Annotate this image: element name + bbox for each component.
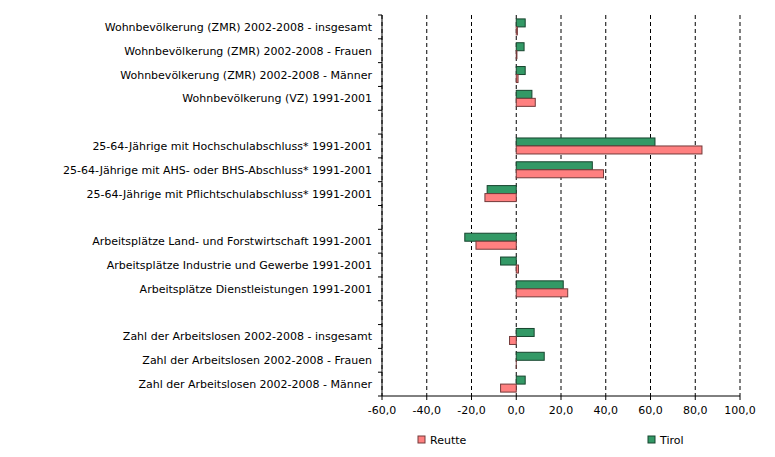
bar: [476, 241, 516, 249]
x-tick: [740, 396, 741, 400]
bar: [516, 67, 525, 75]
grid-line: [426, 15, 427, 396]
bar: [501, 257, 517, 265]
grid-line: [561, 15, 562, 396]
x-tick-label: -40,0: [413, 404, 441, 417]
bar: [516, 328, 534, 336]
x-tick: [561, 396, 562, 400]
category-label: 25-64-Jährige mit AHS- oder BHS-Abschlus…: [63, 164, 372, 177]
y-tick: [378, 110, 382, 111]
x-tick: [516, 396, 517, 400]
legend-swatch: [648, 436, 655, 443]
grid-line: [695, 15, 696, 396]
bar: [516, 98, 535, 106]
category-label: Zahl der Arbeitslosen 2002-2008 - insges…: [123, 330, 373, 343]
category-label: Arbeitsplätze Land- und Forstwirtschaft …: [92, 235, 372, 248]
bar: [516, 162, 592, 170]
bar: [516, 170, 603, 178]
x-tick: [650, 396, 651, 400]
y-tick: [378, 38, 382, 39]
bar: [501, 384, 517, 392]
x-tick-label: 40,0: [594, 404, 619, 417]
x-tick-label: 20,0: [549, 404, 574, 417]
bar: [516, 90, 532, 98]
bar: [485, 194, 516, 202]
bar: [516, 289, 567, 297]
x-tick-label: 100,0: [724, 404, 756, 417]
y-tick: [378, 86, 382, 87]
bar: [516, 27, 517, 35]
bar: [465, 233, 516, 241]
chart: -60,0 -40,0 -20,0 0,0 20,0 40,0 60,0 80,0 100,0 W…: [0, 0, 775, 457]
legend-label: Tirol: [659, 434, 684, 447]
bar: [516, 352, 544, 360]
grid-line: [650, 15, 651, 396]
category-label: 25-64-Jährige mit Hochschulabschluss* 19…: [92, 140, 372, 153]
y-tick: [378, 62, 382, 63]
y-tick: [378, 253, 382, 254]
category-label: Wohnbevölkerung (ZMR) 2002-2008 - Frauen: [124, 45, 372, 58]
bar: [516, 146, 702, 154]
bar: [516, 75, 518, 83]
category-label: Zahl der Arbeitslosen 2002-2008 - Frauen: [142, 354, 372, 367]
bar: [510, 336, 517, 344]
bar: [516, 281, 563, 289]
category-label: Arbeitsplätze Industrie und Gewerbe 1991…: [107, 259, 372, 272]
grid-line: [605, 15, 606, 396]
grid-line: [740, 15, 741, 396]
y-tick: [378, 205, 382, 206]
bar: [516, 43, 524, 51]
y-tick: [378, 276, 382, 277]
x-tick-label: 0,0: [508, 404, 526, 417]
y-tick: [378, 396, 382, 397]
x-tick: [471, 396, 472, 400]
x-tick-label: 80,0: [683, 404, 708, 417]
x-tick: [382, 396, 383, 400]
y-tick: [378, 229, 382, 230]
category-label: Wohnbevölkerung (ZMR) 2002-2008 - insges…: [105, 21, 373, 34]
x-tick-label: -20,0: [457, 404, 485, 417]
bar: [516, 360, 517, 368]
bar: [516, 265, 518, 273]
grid-line: [471, 15, 472, 396]
y-tick: [378, 372, 382, 373]
y-tick: [378, 300, 382, 301]
category-label: Wohnbevölkerung (ZMR) 2002-2008 - Männer: [120, 69, 372, 82]
y-tick: [378, 157, 382, 158]
y-tick: [378, 134, 382, 135]
category-label: 25-64-Jährige mit Pflichtschulabschluss*…: [86, 188, 372, 201]
bar: [516, 19, 525, 27]
legend-label: Reutte: [430, 434, 467, 447]
bar: [516, 51, 518, 59]
y-tick: [378, 181, 382, 182]
bar: [516, 376, 525, 384]
y-tick: [378, 348, 382, 349]
x-tick-label: -60,0: [368, 404, 396, 417]
x-tick: [605, 396, 606, 400]
category-label: Wohnbevölkerung (VZ) 1991-2001: [182, 92, 372, 105]
x-tick-label: 60,0: [638, 404, 663, 417]
y-tick: [378, 324, 382, 325]
bar: [516, 138, 655, 146]
x-tick: [695, 396, 696, 400]
bar: [487, 186, 516, 194]
legend-swatch: [418, 436, 425, 443]
x-tick: [426, 396, 427, 400]
bars: [465, 19, 702, 392]
y-tick: [378, 15, 382, 16]
category-label: Arbeitsplätze Dienstleistungen 1991-2001: [140, 283, 372, 296]
category-label: Zahl der Arbeitslosen 2002-2008 - Männer: [138, 378, 372, 391]
